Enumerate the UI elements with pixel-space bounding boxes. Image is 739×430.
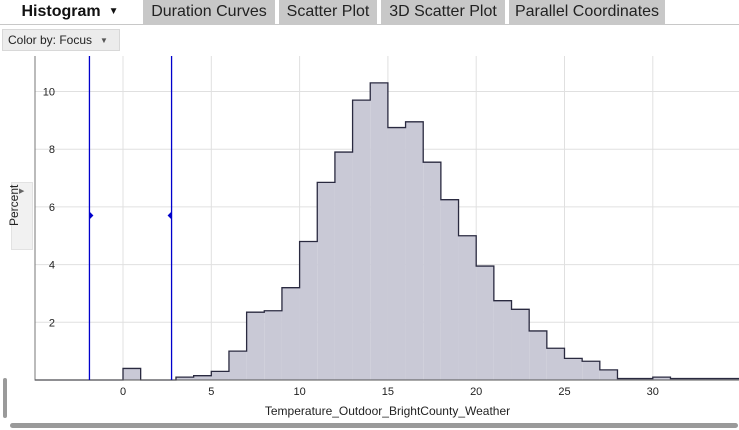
histogram-bar <box>299 241 318 380</box>
histogram-bar <box>264 310 282 380</box>
histogram-bar <box>670 378 689 380</box>
histogram-bar <box>688 378 706 380</box>
histogram-bar <box>599 369 618 380</box>
histogram-bar <box>281 287 300 380</box>
tab-3d-scatter-plot[interactable]: 3D Scatter Plot <box>381 0 507 24</box>
tab-histogram[interactable]: Histogram ▼ <box>0 0 140 24</box>
histogram-bar <box>352 100 371 380</box>
histogram-bar <box>370 82 388 380</box>
y-tick-label: 2 <box>49 317 55 329</box>
histogram-bar <box>723 378 739 380</box>
histogram-bar <box>123 368 141 380</box>
histogram-bar <box>582 361 600 380</box>
histogram-bar <box>228 351 247 380</box>
histogram-bar <box>387 127 406 380</box>
y-axis-label-panel[interactable]: ▶ <box>11 182 33 250</box>
y-tick-label: 10 <box>43 87 55 99</box>
histogram-bar <box>617 378 636 380</box>
histogram-bar <box>635 378 653 380</box>
histogram-bar <box>334 152 353 380</box>
histogram-bar <box>423 162 441 380</box>
range-markers <box>88 56 173 380</box>
histogram-bar <box>175 377 194 380</box>
histogram-bar <box>211 371 229 380</box>
horizontal-scrollbar[interactable] <box>10 423 738 428</box>
histogram-bar <box>405 121 424 380</box>
histogram-bar <box>546 348 565 380</box>
histogram-outline <box>34 82 739 381</box>
x-tick-label: 20 <box>470 386 482 398</box>
x-tick-label: 30 <box>647 386 659 398</box>
x-tick-label: 10 <box>293 386 305 398</box>
histogram-bar <box>529 330 547 380</box>
histogram-bar <box>440 199 459 380</box>
tab-bar: Histogram ▼ Duration Curves Scatter Plot … <box>0 0 739 25</box>
histogram-bars <box>34 82 739 381</box>
histogram-bar <box>193 375 212 380</box>
y-tick-labels: 2 4 6 8 10 <box>43 87 55 330</box>
histogram-bar <box>246 312 265 380</box>
histogram-bar <box>476 266 494 380</box>
chevron-down-icon[interactable]: ▼ <box>108 6 119 17</box>
histogram-bar <box>652 377 671 380</box>
vertical-scrollbar[interactable] <box>3 378 7 418</box>
histogram-bar <box>493 300 512 380</box>
x-tick-label: 0 <box>120 386 126 398</box>
x-tick-labels: 0 5 10 15 20 25 30 <box>120 386 659 398</box>
axes <box>34 56 739 381</box>
histogram-bar <box>458 235 477 380</box>
x-axis-label: Temperature_Outdoor_BrightCounty_Weather <box>264 404 511 418</box>
tab-histogram-label: Histogram <box>21 3 101 20</box>
histogram-bar <box>317 182 335 380</box>
y-tick-label: 8 <box>49 144 55 156</box>
histogram-bar <box>511 309 530 380</box>
y-tick-label: 4 <box>49 260 55 272</box>
x-tick-label: 15 <box>382 386 394 398</box>
color-by-label: Color by: Focus <box>8 33 93 47</box>
histogram-chart[interactable]: 2 4 6 8 10 0 5 10 15 20 25 30 <box>0 0 739 420</box>
range-marker-handle[interactable] <box>89 211 94 220</box>
tab-duration-curves[interactable]: Duration Curves <box>143 0 277 24</box>
y-tick-label: 6 <box>49 202 55 214</box>
x-tick-label: 25 <box>558 386 570 398</box>
color-by-dropdown[interactable]: Color by: Focus ▼ <box>2 29 120 51</box>
x-tick-label: 5 <box>208 386 214 398</box>
tab-parallel-coordinates[interactable]: Parallel Coordinates <box>509 0 667 24</box>
histogram-bar <box>564 358 583 380</box>
expand-arrow-icon[interactable]: ▶ <box>19 188 25 195</box>
range-marker-handle[interactable] <box>167 211 172 220</box>
chevron-down-icon: ▼ <box>100 36 108 45</box>
histogram-bar <box>705 378 724 380</box>
tab-scatter-plot[interactable]: Scatter Plot <box>279 0 379 24</box>
